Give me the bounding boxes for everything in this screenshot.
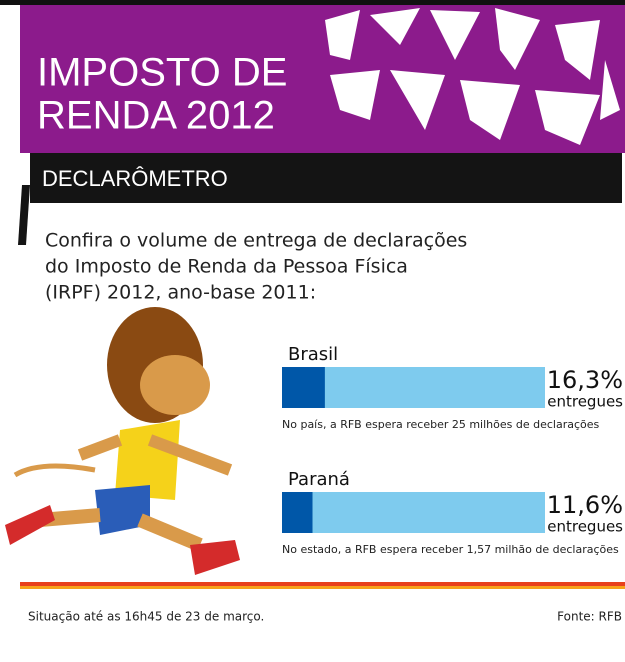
note: No país, a RFB espera receber 25 milhões…: [282, 418, 600, 431]
category-label: Paraná: [288, 469, 350, 490]
intro-line: do Imposto de Renda da Pessoa Física: [45, 256, 408, 278]
bar-track: [282, 492, 545, 533]
note: No estado, a RFB espera receber 1,57 mil…: [282, 543, 619, 556]
unit-label: entregues: [547, 518, 623, 536]
lion-illustration: [5, 307, 240, 575]
top-rule: [0, 0, 625, 5]
section-title: DECLARÔMETRO: [42, 166, 228, 191]
intro-line: Confira o volume de entrega de declaraçõ…: [45, 230, 467, 252]
source: Fonte: RFB: [557, 610, 622, 624]
intro-line: (IRPF) 2012, ano-base 2011:: [45, 282, 316, 304]
bottom-rule: [20, 582, 625, 586]
value-label: 11,6%: [547, 491, 623, 519]
title-line: RENDA 2012: [37, 94, 275, 138]
bottom-rule: [20, 586, 625, 589]
category-label: Brasil: [288, 344, 338, 365]
title-line: IMPOSTO DE: [37, 51, 287, 95]
value-label: 16,3%: [547, 366, 623, 394]
footnote: Situação até as 16h45 de 23 de março.: [28, 610, 264, 624]
lion-pattern: [325, 8, 620, 145]
bar-track: [282, 367, 545, 408]
bar: [282, 492, 313, 533]
accent-stroke: [18, 185, 30, 245]
bar: [282, 367, 325, 408]
section-bar: [30, 153, 622, 203]
unit-label: entregues: [547, 393, 623, 411]
